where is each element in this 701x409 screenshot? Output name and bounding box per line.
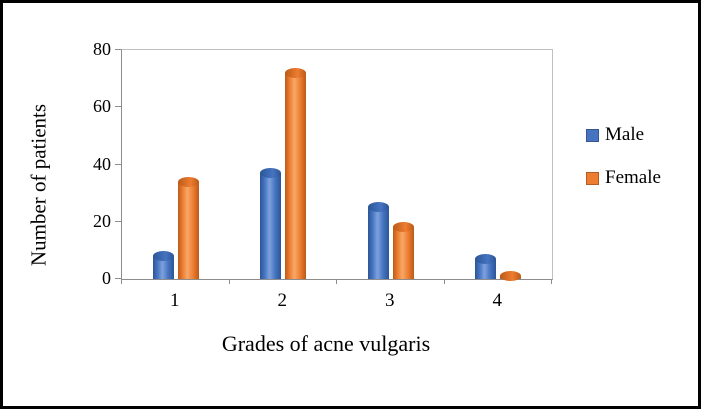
x-axis-title: Grades of acne vulgaris: [221, 331, 431, 356]
x-category-label: 2: [277, 290, 288, 311]
y-tick-label: 40: [93, 153, 111, 174]
bar-female-grade-4: [500, 271, 522, 281]
x-tick-mark: [336, 279, 337, 284]
bar-male-grade-2: [260, 168, 282, 279]
y-tick-label: 20: [93, 210, 111, 231]
legend-swatch-female: [586, 171, 599, 185]
legend-swatch-male: [586, 128, 599, 142]
y-tick-mark: [115, 49, 121, 50]
bar-top-cap: [475, 253, 497, 264]
y-tick-label: 60: [93, 96, 111, 117]
x-tick-mark: [121, 279, 122, 284]
bar-male-grade-3: [367, 202, 389, 279]
y-tick-mark: [115, 106, 121, 108]
legend-item-female: Female: [586, 167, 661, 189]
bar-female-grade-2: [285, 67, 307, 279]
bar-top-cap: [500, 271, 522, 281]
x-category-label: 3: [385, 290, 395, 311]
x-tick-mark: [444, 279, 445, 284]
y-tick-mark: [115, 220, 121, 222]
x-tick-mark: [229, 279, 230, 284]
legend-label-male: Male: [605, 124, 645, 145]
bar-top-cap: [392, 222, 414, 233]
y-tick-label: 80: [93, 39, 111, 59]
x-category-label: 1: [170, 290, 180, 311]
y-axis-title: Number of patients: [26, 103, 51, 267]
plot-area: [121, 49, 553, 281]
legend: Male Female: [586, 124, 661, 189]
bar-female-grade-3: [392, 222, 414, 279]
y-tick-label: 0: [102, 268, 111, 288]
x-category-label: 4: [492, 290, 503, 311]
bar-top-cap: [285, 67, 307, 78]
bar-male-grade-4: [475, 253, 497, 279]
x-tick-mark: [551, 279, 552, 284]
y-tick-mark: [115, 163, 121, 165]
bar-top-cap: [260, 168, 282, 179]
legend-label-female: Female: [605, 167, 661, 188]
bar-female-grade-1: [177, 176, 199, 279]
bar-male-grade-1: [152, 251, 174, 279]
y-tick-mark: [115, 278, 121, 279]
bar-top-cap: [152, 251, 174, 262]
bar-top-cap: [177, 176, 199, 187]
legend-item-male: Male: [586, 124, 661, 146]
bar-top-cap: [367, 202, 389, 213]
